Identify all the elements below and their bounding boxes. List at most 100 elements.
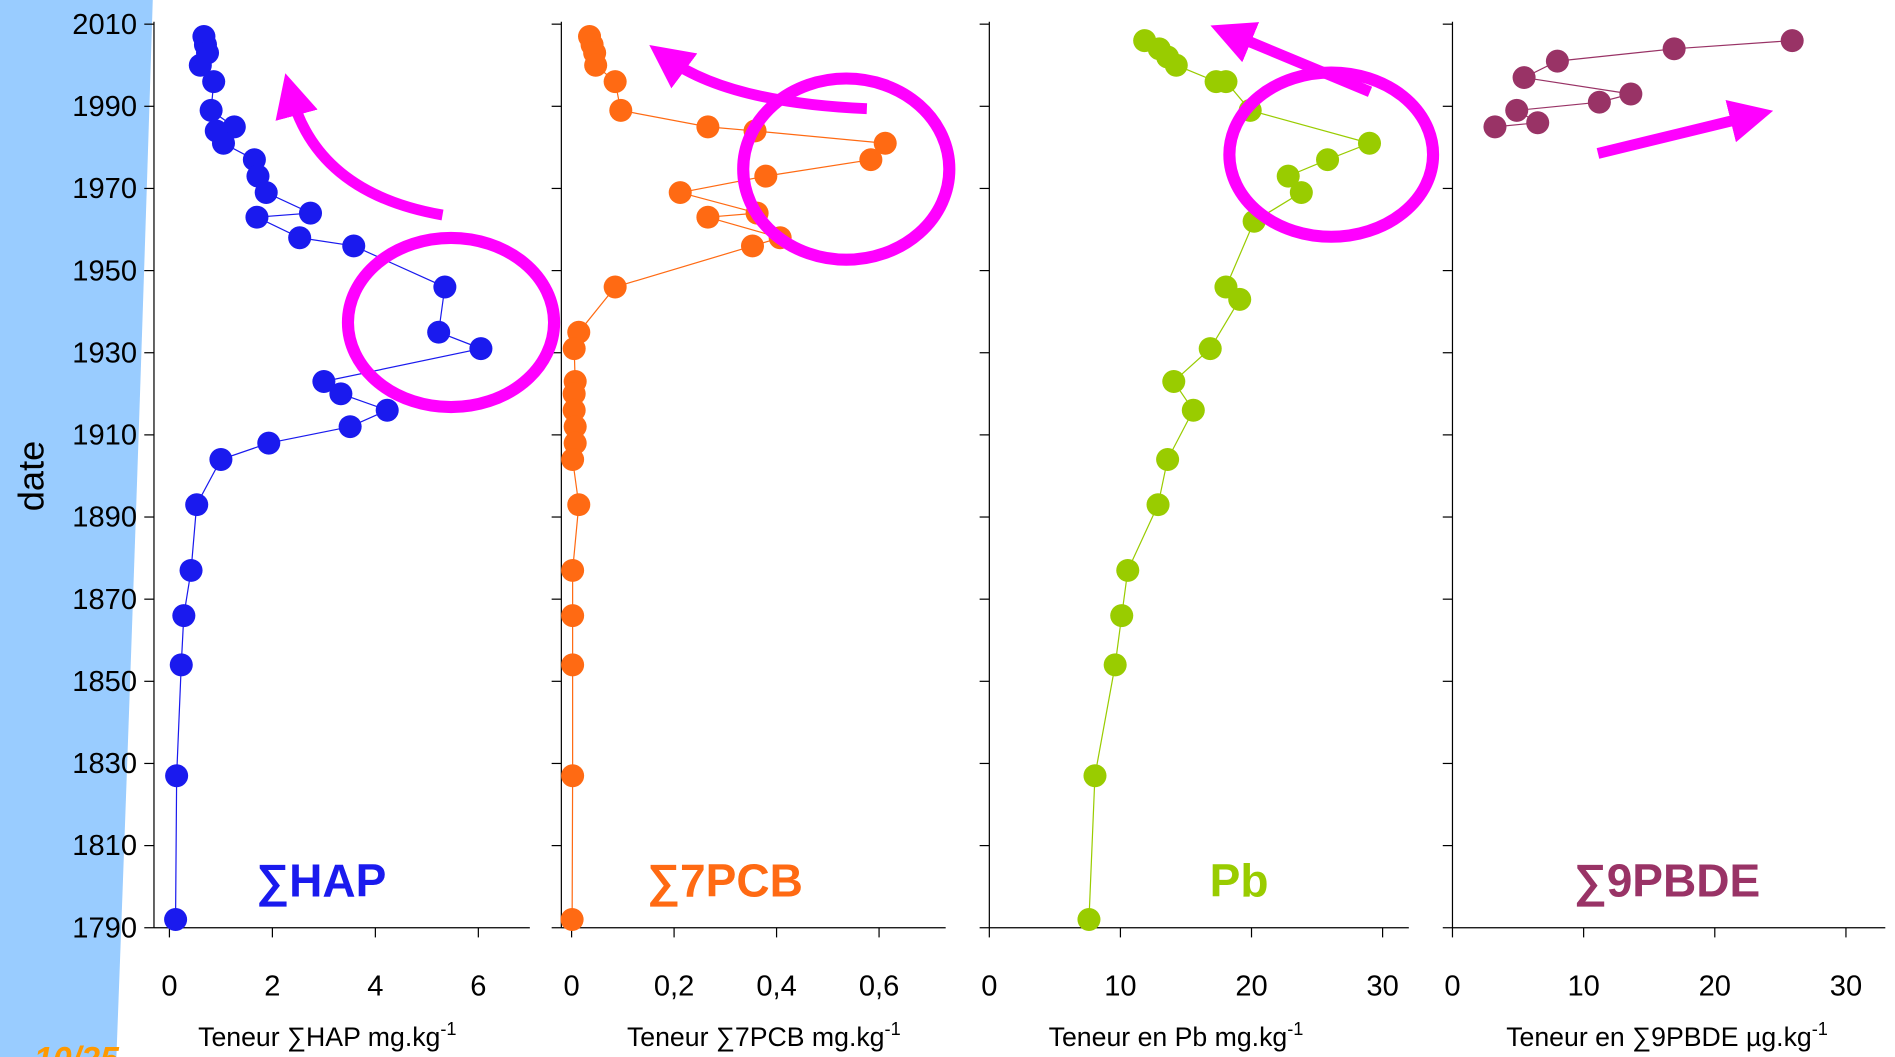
data-point: [859, 148, 883, 172]
data-point: [668, 181, 692, 205]
data-point: [1214, 70, 1238, 94]
y-tick-label: 1970: [72, 173, 137, 205]
data-point: [873, 131, 897, 155]
data-point: [185, 493, 209, 517]
plots: 1790 1810 1830 1850 1870 1890 1910 1930 1950 1970…: [11, 9, 1886, 1052]
data-point: [222, 115, 246, 139]
data-point: [603, 275, 627, 299]
data-point: [202, 70, 226, 94]
data-point: [427, 320, 451, 344]
x-axis-title: Teneur en ∑9PBDE µg.kg-1: [1506, 1019, 1828, 1052]
data-point: [561, 604, 585, 628]
x-tick-label: 2: [264, 970, 280, 1002]
data-point: [1505, 98, 1529, 122]
data-point: [1162, 370, 1186, 393]
y-axis-title: date: [11, 441, 52, 512]
data-point: [342, 234, 366, 258]
trend-arrow: [1596, 100, 1774, 159]
highlight-circle: [737, 72, 956, 266]
y-tick-label: 2010: [72, 9, 137, 41]
data-point: [562, 382, 586, 406]
panel-label: Pb: [1210, 854, 1269, 906]
y-tick-label: 1850: [72, 666, 137, 698]
y-tick-label: 1990: [72, 91, 137, 123]
data-point: [1526, 111, 1550, 135]
trend-arrow: [649, 45, 868, 115]
x-tick-label: 0: [564, 970, 580, 1002]
data-point: [754, 164, 778, 188]
data-point: [562, 337, 586, 361]
data-point: [165, 764, 189, 788]
slide-background: [0, 0, 153, 1057]
panel-label: ∑9PBDE: [1574, 854, 1760, 907]
data-point: [209, 448, 233, 471]
data-point: [1316, 148, 1340, 172]
data-point: [1181, 398, 1205, 422]
y-tick-label: 1870: [72, 584, 137, 616]
data-point: [172, 604, 196, 628]
annotations: [275, 22, 1774, 414]
data-point: [696, 205, 720, 229]
y-tick-label: 1890: [72, 502, 137, 534]
y-tick-label: 1790: [72, 912, 137, 944]
x-tick-label: 30: [1366, 970, 1398, 1002]
x-axis-title-text: Teneur en ∑9PBDE µg.kg: [1506, 1022, 1812, 1052]
y-tick-label: 1950: [72, 255, 137, 287]
slide-number: 10/25: [34, 1040, 120, 1057]
data-point: [1483, 115, 1507, 139]
data-point: [1110, 604, 1134, 628]
data-point: [312, 370, 336, 393]
x-axis-title-exponent: -1: [1812, 1019, 1828, 1039]
data-point: [1198, 337, 1222, 361]
data-point: [164, 908, 188, 932]
x-tick-label: 0: [1444, 970, 1460, 1002]
data-point: [1228, 287, 1252, 311]
data-point: [563, 415, 587, 439]
x-tick-label: 0: [981, 970, 997, 1002]
x-axis-title-text: Teneur ∑HAP mg.kg: [198, 1022, 440, 1052]
data-point: [562, 398, 586, 422]
data-point: [1077, 908, 1101, 932]
x-tick-label: 6: [470, 970, 486, 1002]
panel-label: ∑7PCB: [647, 854, 803, 907]
x-tick-label: 20: [1699, 970, 1731, 1002]
data-point: [1146, 493, 1170, 517]
data-point: [584, 53, 608, 77]
x-axis-title-exponent: -1: [885, 1019, 901, 1039]
data-point: [603, 70, 627, 94]
data-point: [329, 382, 353, 406]
data-point: [1289, 181, 1313, 205]
x-tick-label: 20: [1235, 970, 1267, 1002]
data-point: [696, 115, 720, 139]
data-point: [1156, 448, 1180, 471]
x-axis-title-exponent: -1: [440, 1019, 456, 1039]
data-point: [609, 98, 633, 122]
data-point: [1164, 53, 1188, 77]
data-point: [740, 234, 765, 258]
data-point: [179, 558, 203, 582]
data-point: [211, 131, 236, 155]
data-point: [169, 653, 193, 677]
data-point: [561, 653, 585, 677]
data-point: [1276, 164, 1300, 188]
x-tick-label: 10: [1567, 970, 1599, 1002]
highlight-circle: [341, 231, 561, 414]
data-point: [1083, 764, 1107, 788]
series-line: [571, 36, 887, 920]
data-point: [1103, 653, 1127, 677]
data-point: [1662, 37, 1686, 61]
data-point: [375, 398, 399, 422]
data-point: [1116, 558, 1140, 582]
data-point: [1512, 66, 1536, 90]
x-tick-label: 0,4: [756, 970, 796, 1002]
y-tick-label: 1830: [72, 748, 137, 780]
x-tick-label: 0,2: [654, 970, 694, 1002]
x-tick-label: 4: [367, 970, 383, 1002]
x-axis-title: Teneur ∑7PCB mg.kg-1: [627, 1019, 901, 1052]
y-tick-label: 1810: [72, 830, 137, 862]
y-tick-label: 1910: [72, 420, 137, 452]
data-point: [561, 764, 585, 788]
data-point: [257, 431, 281, 455]
x-axis-title-text: Teneur en Pb mg.kg: [1049, 1022, 1288, 1052]
